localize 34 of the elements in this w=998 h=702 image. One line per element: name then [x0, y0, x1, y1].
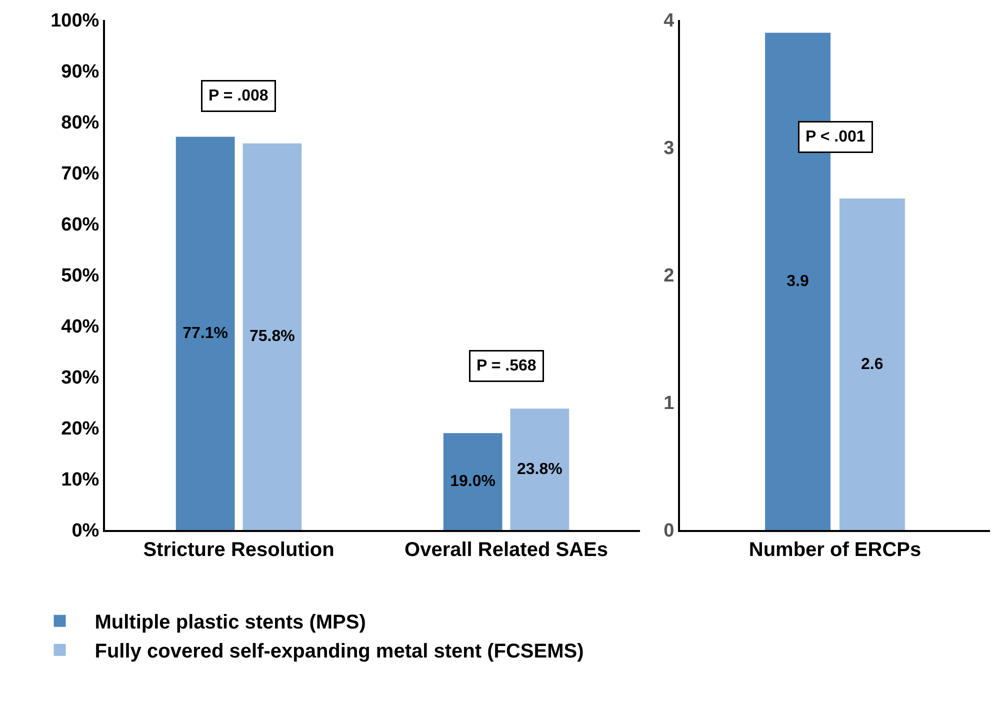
- y-tick-label: 50%: [61, 266, 100, 287]
- data-label: 75.8%: [249, 328, 295, 346]
- bar: [510, 408, 570, 530]
- bar: [443, 433, 502, 530]
- data-label: 19.0%: [450, 473, 496, 490]
- y-tick-label: 80%: [61, 112, 100, 134]
- annotation: P = .568: [476, 358, 536, 374]
- y-tick-label: 4: [664, 10, 675, 32]
- y-tick-label: 70%: [61, 164, 100, 185]
- y-tick-label: 100%: [50, 10, 100, 32]
- y-tick-label: 20%: [61, 418, 100, 440]
- data-label: 3.9: [786, 272, 809, 290]
- legend-label: Fully covered self-expanding metal stent (FCSEMS): [94, 640, 584, 663]
- y-tick-label: 0%: [72, 520, 100, 542]
- y-tick-label: 3: [664, 138, 674, 160]
- x-tick-label: Overall Related SAEs: [404, 539, 608, 561]
- bar: [242, 143, 302, 530]
- data-label: 23.8%: [516, 460, 562, 478]
- y-tick-label: 40%: [61, 316, 100, 338]
- y-tick-label: 30%: [61, 368, 100, 389]
- data-label: 77.1%: [182, 324, 228, 342]
- y-tick-label: 2: [664, 266, 674, 287]
- y-tick-label: 0: [664, 520, 674, 542]
- legend-label: Multiple plastic stents (MPS): [94, 612, 366, 634]
- y-tick-label: 60%: [61, 214, 100, 236]
- x-tick-label: Number of ERCPs: [748, 539, 922, 561]
- data-label: 2.6: [861, 356, 884, 373]
- annotation: P < .001: [806, 128, 866, 146]
- annotation: P = .008: [208, 88, 268, 104]
- x-tick-label: Stricture Resolution: [143, 539, 334, 561]
- y-tick-label: 1: [664, 393, 675, 414]
- bar: [176, 136, 235, 530]
- y-tick-label: 90%: [61, 62, 100, 83]
- y-tick-label: 10%: [61, 470, 100, 491]
